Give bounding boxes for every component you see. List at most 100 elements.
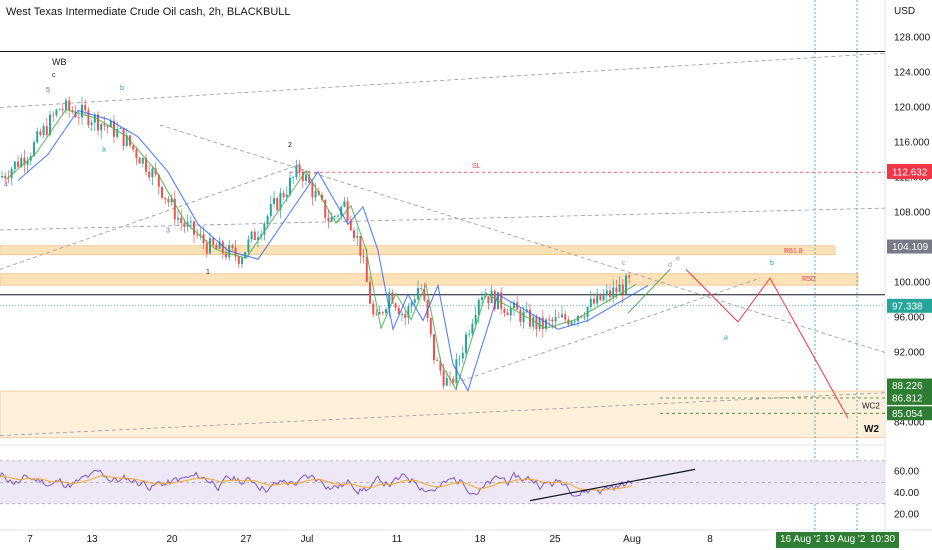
wave-label: b [120, 85, 124, 92]
candle-body [356, 236, 359, 238]
trendline-upper [0, 52, 886, 108]
wave-label: 4 [4, 181, 8, 188]
candle-body [477, 299, 480, 315]
candle-body [314, 191, 317, 198]
candle-body [305, 174, 307, 181]
candle-body [500, 292, 503, 309]
candle-body [237, 256, 240, 264]
projection-green [627, 269, 671, 314]
trendline-mid [0, 207, 886, 231]
candle-body [333, 216, 336, 218]
label-w2: W2 [864, 424, 879, 435]
candle-body [465, 334, 467, 353]
price-badge-label: 85.054 [892, 409, 923, 420]
time-tick-label: 8 [707, 534, 713, 545]
candle-body [20, 157, 23, 167]
candle-body [343, 201, 346, 207]
wave-label: b [770, 260, 774, 267]
candle-body [205, 242, 208, 254]
trendline-channel [0, 163, 301, 270]
candle-body [541, 317, 544, 330]
candle-body [196, 234, 199, 236]
candle-body [509, 307, 512, 316]
candle-body [599, 293, 602, 301]
wave-label: c [622, 260, 626, 267]
candle-body [375, 314, 378, 316]
candle-body [177, 217, 179, 220]
candle-body [330, 217, 333, 222]
candle-body [282, 193, 285, 197]
candle-body [93, 114, 96, 123]
candle-body [148, 171, 151, 178]
candle-body [266, 216, 269, 224]
candle-body [401, 313, 403, 315]
candle-body [241, 258, 243, 264]
time-tick-label: 20 [166, 534, 178, 545]
candle-body [33, 142, 35, 157]
time-tick-label: 7 [27, 534, 33, 545]
candle-body [618, 284, 621, 293]
candle-body [420, 287, 423, 289]
candle-body [250, 231, 253, 240]
candle-body [65, 100, 67, 111]
candle-body [42, 126, 45, 136]
candle-body [513, 302, 515, 308]
date-badge-3: 10:30 [866, 532, 900, 548]
price-badge-label: 86.812 [892, 393, 923, 404]
candle-body [487, 296, 490, 304]
candle-body [519, 309, 522, 322]
candle-body [161, 186, 163, 198]
candle-body [10, 169, 13, 179]
candle-body [87, 110, 90, 125]
candle-body [436, 360, 439, 361]
label-sl: SL [472, 163, 481, 170]
candle-body [461, 352, 464, 359]
wave-label: 1 [206, 269, 210, 276]
price-badge [887, 378, 932, 393]
label-wb: WB [52, 57, 67, 67]
candle-body [55, 109, 58, 116]
candle-body [279, 193, 282, 210]
candle-body [154, 168, 157, 175]
candle-body [199, 234, 202, 236]
wave-label: 5 [46, 87, 50, 94]
candle-body [23, 157, 26, 165]
candle-body [13, 161, 16, 170]
candle-body [471, 323, 474, 334]
candle-body [122, 127, 125, 147]
rsi-line [0, 469, 633, 497]
label-r50: R50 [802, 276, 815, 283]
candle-body [167, 199, 170, 203]
candle-body [132, 145, 135, 150]
candle-body [410, 302, 413, 307]
candle-body [522, 311, 525, 322]
candle-body [301, 172, 304, 181]
candle-body [141, 157, 144, 164]
candle-body [77, 117, 80, 118]
time-tick-label: 11 [392, 534, 403, 545]
candle-body [433, 334, 435, 361]
candle-body [212, 238, 215, 246]
candle-body [538, 317, 541, 329]
candle-body [397, 307, 400, 315]
candle-body [545, 319, 547, 330]
price-badge [887, 406, 932, 421]
candle-body [596, 293, 599, 304]
price-tick-label: 100.000 [894, 278, 931, 289]
trendline-bottom [0, 392, 886, 437]
candle-body [4, 175, 7, 178]
candle-body [349, 220, 352, 231]
candle-body [321, 194, 323, 200]
candle-body [269, 203, 272, 217]
candle-body [625, 275, 627, 295]
moving-average-green [5, 108, 637, 391]
fib-zone-r618 [0, 245, 836, 255]
candle-body [100, 123, 103, 131]
candle-body [458, 358, 461, 360]
wave-label: a [724, 334, 728, 341]
candle-body [36, 131, 39, 143]
candle-body [570, 321, 573, 325]
candle-body [551, 319, 554, 322]
candle-body [189, 221, 192, 223]
